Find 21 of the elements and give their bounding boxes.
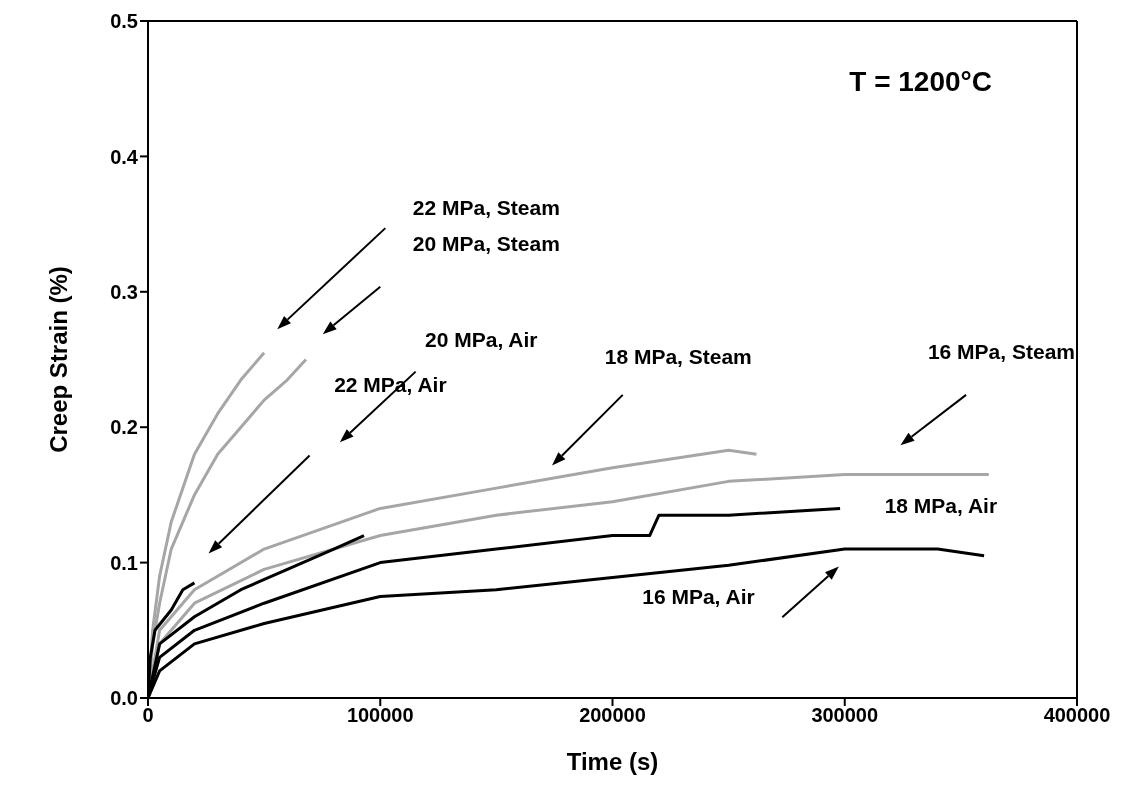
annotation: 22 MPa, Steam <box>412 196 560 220</box>
x-tick-label: 0 <box>142 704 154 727</box>
y-tick-label: 0.5 <box>110 10 138 33</box>
annotation: T = 1200°C <box>849 66 993 98</box>
annotation: 16 MPa, Air <box>642 585 755 609</box>
x-tick-label: 300000 <box>811 704 879 727</box>
annotation: 20 MPa, Steam <box>412 231 560 255</box>
y-tick-label: 0.0 <box>110 687 138 710</box>
x-tick-label: 400000 <box>1043 704 1111 727</box>
y-tick-label: 0.2 <box>110 416 138 439</box>
annotation: 20 MPa, Air <box>425 327 538 351</box>
x-axis-title: Time (s) <box>566 748 659 775</box>
x-tick-label: 200000 <box>579 704 646 727</box>
y-tick-label: 0.4 <box>110 145 139 168</box>
y-axis-title: Creep Strain (%) <box>44 266 72 453</box>
annotation: 16 MPa, Steam <box>927 339 1075 363</box>
x-tick-label: 100000 <box>346 704 414 727</box>
y-tick-label: 0.1 <box>110 551 138 574</box>
y-tick-label: 0.3 <box>110 280 138 303</box>
annotation: 18 MPa, Steam <box>604 344 752 368</box>
annotation: 18 MPa, Air <box>884 494 998 518</box>
